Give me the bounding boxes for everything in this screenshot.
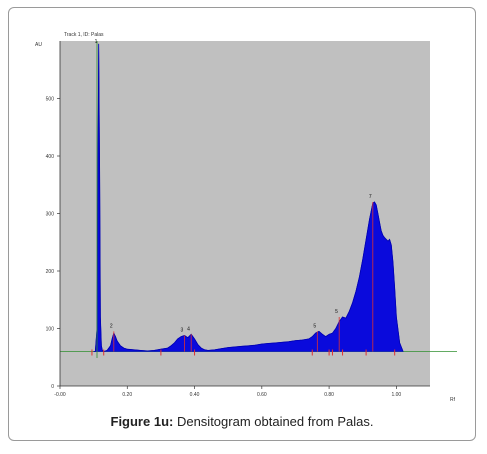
peak-label: 2 [110, 323, 113, 329]
y-tick-label: 100 [46, 327, 55, 333]
chart-title: Track 1, ID: Palas [64, 32, 104, 38]
caption-label: Figure 1u: [110, 414, 174, 429]
y-tick-label: 200 [46, 269, 55, 275]
peak-label: 4 [187, 326, 190, 332]
x-tick-label: 0.80 [324, 392, 334, 398]
y-tick-label: 400 [46, 154, 55, 160]
peak-label: 1 [95, 39, 98, 45]
x-tick-label: 0.60 [257, 392, 267, 398]
y-tick-label: 0 [51, 384, 54, 390]
y-axis-label: AU [35, 42, 42, 48]
peak-label: 5 [313, 323, 316, 329]
peak-label: 5 [335, 309, 338, 315]
x-tick-label: 1.00 [391, 392, 401, 398]
densitogram-line [93, 43, 404, 352]
y-tick-label: 500 [46, 97, 55, 103]
x-tick-label: 0.40 [190, 392, 200, 398]
caption-text: Densitogram obtained from Palas. [173, 414, 374, 429]
x-tick-label: 0.20 [122, 392, 132, 398]
peak-label: 3 [180, 327, 183, 333]
figure-caption: Figure 1u: Densitogram obtained from Pal… [8, 414, 476, 429]
peak-label: 7 [369, 194, 372, 200]
x-axis-label: Rf [450, 397, 456, 403]
x-tick-label: -0.00 [54, 392, 66, 398]
y-tick-label: 300 [46, 212, 55, 218]
